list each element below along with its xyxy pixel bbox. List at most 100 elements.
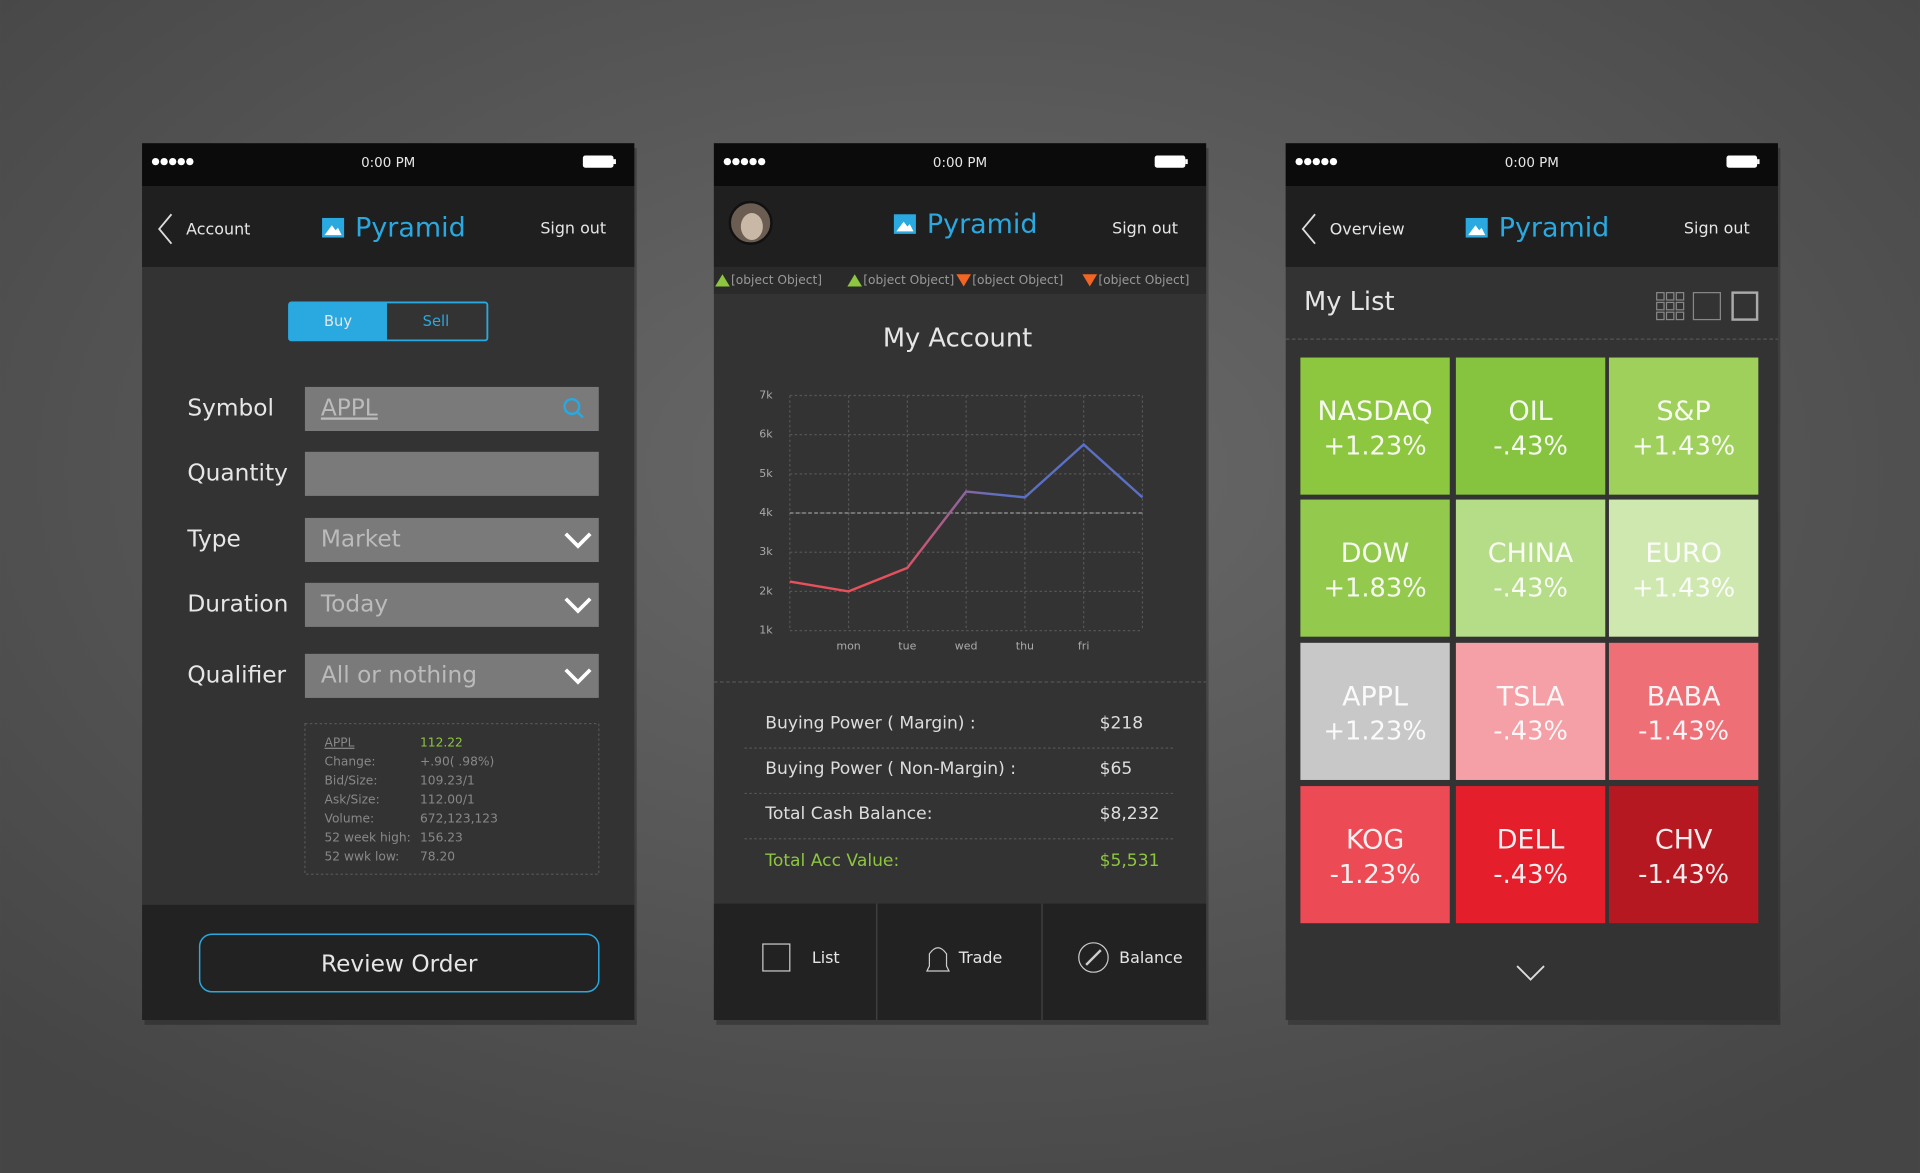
more-icon[interactable] bbox=[1516, 965, 1545, 981]
grid-view-icon[interactable] bbox=[1675, 292, 1685, 301]
tile-name: APPL bbox=[1342, 681, 1408, 712]
toggle-label[interactable]: Buy bbox=[324, 313, 352, 330]
tile-change: +1.23% bbox=[1323, 431, 1426, 461]
field-input[interactable] bbox=[304, 386, 599, 431]
quote-value: 78.20 bbox=[420, 850, 455, 864]
field-input[interactable] bbox=[304, 517, 599, 563]
tile[interactable] bbox=[1455, 499, 1606, 637]
ticker-arrow bbox=[847, 274, 863, 287]
quote-value: 109.23/1 bbox=[420, 774, 475, 788]
tile[interactable] bbox=[1608, 786, 1759, 924]
back-icon[interactable] bbox=[1301, 213, 1316, 245]
grid-view-icon[interactable] bbox=[1665, 292, 1675, 301]
tile[interactable] bbox=[1455, 642, 1606, 780]
nav-bar bbox=[142, 186, 635, 267]
signal-dot bbox=[160, 157, 168, 166]
tile-name: EURO bbox=[1645, 538, 1722, 569]
field-label: Qualifier bbox=[187, 661, 286, 688]
quote-value: 156.23 bbox=[420, 831, 463, 845]
signal-dot bbox=[1321, 157, 1329, 166]
tile[interactable] bbox=[1455, 786, 1606, 924]
tab-label[interactable]: Balance bbox=[1119, 948, 1182, 967]
y-tick-label: 4k bbox=[759, 506, 773, 519]
review-button-label[interactable]: Review Order bbox=[321, 950, 478, 977]
signal-dot bbox=[740, 157, 749, 166]
signal-dot bbox=[732, 157, 740, 166]
back-link[interactable]: Account bbox=[186, 220, 250, 239]
tile[interactable] bbox=[1300, 642, 1450, 780]
tile[interactable] bbox=[1608, 357, 1759, 495]
tile-change: -.43% bbox=[1493, 717, 1568, 747]
compass-needle bbox=[1085, 949, 1102, 966]
field-label: Duration bbox=[187, 590, 288, 617]
brand: Pyramid bbox=[927, 209, 1038, 240]
quote-value: 112.00/1 bbox=[420, 793, 475, 807]
tile-name: KOG bbox=[1346, 825, 1404, 856]
toggle-buy[interactable] bbox=[289, 302, 387, 341]
field-input[interactable] bbox=[304, 582, 599, 627]
quote-label: Volume: bbox=[325, 812, 375, 826]
single-view-icon[interactable] bbox=[1731, 291, 1759, 321]
nav-bar bbox=[713, 186, 1207, 267]
field-input[interactable] bbox=[304, 653, 599, 698]
toggle-label[interactable]: Sell bbox=[423, 313, 450, 330]
sign-out[interactable]: Sign out bbox=[540, 218, 606, 237]
grid-view-icon[interactable] bbox=[1656, 292, 1665, 301]
field-input[interactable] bbox=[304, 451, 599, 496]
summary-value: $5,531 bbox=[1100, 851, 1160, 871]
tile[interactable] bbox=[1300, 786, 1450, 924]
grid-view-icon[interactable] bbox=[1656, 301, 1665, 311]
review-button[interactable] bbox=[198, 933, 600, 993]
tab-label[interactable]: Trade bbox=[958, 948, 1003, 967]
battery bbox=[1154, 155, 1186, 168]
back-icon[interactable] bbox=[158, 213, 173, 245]
dropdown-icon bbox=[564, 532, 592, 549]
signal-dot bbox=[1295, 157, 1303, 166]
grid-view-icon[interactable] bbox=[1665, 301, 1675, 311]
quote-value: 672,123,123 bbox=[420, 812, 498, 826]
tile-name: NASDAQ bbox=[1318, 396, 1433, 427]
list-icon bbox=[762, 943, 791, 972]
signal-dot bbox=[1329, 157, 1338, 166]
signal-dot bbox=[169, 157, 177, 166]
grid-view-icon[interactable] bbox=[1656, 311, 1665, 321]
ticker-arrow bbox=[715, 274, 730, 287]
x-tick-label: wed bbox=[955, 639, 978, 652]
tile[interactable] bbox=[1300, 357, 1450, 495]
dropdown-icon bbox=[564, 668, 592, 685]
toggle-frame[interactable] bbox=[288, 301, 489, 342]
field-value: All or nothing bbox=[321, 661, 477, 688]
ticker-item: [object Object] bbox=[863, 273, 954, 287]
tab-label[interactable]: List bbox=[812, 948, 840, 967]
status-bar bbox=[142, 143, 635, 187]
tile-name: TSLA bbox=[1496, 681, 1565, 712]
summary-label: Total Acc Value: bbox=[764, 851, 899, 871]
battery bbox=[1726, 155, 1758, 168]
tile-change: +1.43% bbox=[1632, 573, 1735, 603]
grid-view-icon[interactable] bbox=[1665, 311, 1675, 321]
ticker-item: [object Object] bbox=[972, 273, 1063, 287]
grid-view-icon[interactable] bbox=[1675, 311, 1685, 321]
list-view-icon[interactable] bbox=[1692, 292, 1721, 321]
field-value: Today bbox=[320, 590, 388, 617]
status-bar bbox=[1285, 143, 1778, 187]
tile[interactable] bbox=[1608, 499, 1759, 637]
sign-out[interactable]: Sign out bbox=[1112, 218, 1178, 237]
phone-screen: 0:00 PM Pyramid Sign out [object Object] [ob… bbox=[713, 143, 1209, 1025]
summary-label: Total Cash Balance: bbox=[764, 804, 932, 824]
summary-value: $8,232 bbox=[1100, 804, 1160, 824]
tile-name: BABA bbox=[1647, 681, 1721, 712]
sign-out[interactable]: Sign out bbox=[1684, 218, 1750, 237]
field-label: Quantity bbox=[187, 459, 288, 486]
tile-change: -1.23% bbox=[1330, 860, 1421, 890]
tile[interactable] bbox=[1455, 357, 1606, 495]
back-link[interactable]: Overview bbox=[1330, 220, 1405, 239]
tile[interactable] bbox=[1300, 499, 1450, 637]
footer bbox=[142, 904, 635, 1020]
grid-view-icon[interactable] bbox=[1675, 301, 1685, 311]
tile-change: +1.23% bbox=[1323, 717, 1426, 747]
logo-mark bbox=[896, 221, 914, 232]
ticker-item: [object Object] bbox=[731, 273, 822, 287]
brand: Pyramid bbox=[1499, 212, 1610, 243]
tile[interactable] bbox=[1608, 642, 1759, 780]
